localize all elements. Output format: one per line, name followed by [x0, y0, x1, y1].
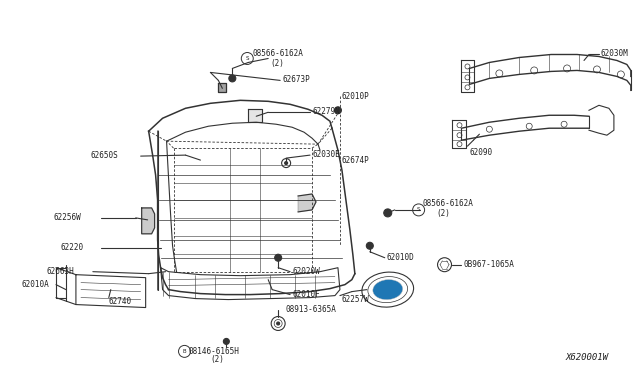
Text: 08566-6162A: 08566-6162A: [422, 199, 474, 208]
Text: 62020W: 62020W: [292, 267, 320, 276]
Polygon shape: [141, 208, 155, 234]
Text: 62010F: 62010F: [292, 290, 320, 299]
Text: 62257W: 62257W: [342, 295, 370, 304]
Text: (2): (2): [270, 59, 284, 68]
Text: (2): (2): [436, 209, 451, 218]
Circle shape: [285, 161, 287, 164]
Text: 0B967-1065A: 0B967-1065A: [463, 260, 515, 269]
Text: 62650S: 62650S: [91, 151, 118, 160]
Text: 08566-6162A: 08566-6162A: [252, 49, 303, 58]
Text: 08146-6165H: 08146-6165H: [189, 347, 239, 356]
Text: 62010D: 62010D: [387, 253, 415, 262]
Polygon shape: [298, 194, 316, 212]
Circle shape: [229, 75, 236, 82]
Polygon shape: [218, 83, 227, 92]
Text: 62674P: 62674P: [342, 155, 370, 164]
Text: X620001W: X620001W: [566, 353, 609, 362]
Circle shape: [223, 339, 229, 344]
Circle shape: [335, 107, 341, 114]
Text: 62090: 62090: [469, 148, 493, 157]
Text: 62030M: 62030M: [601, 49, 628, 58]
Text: 62673P: 62673P: [282, 75, 310, 84]
Text: S: S: [417, 208, 420, 212]
Circle shape: [275, 254, 282, 261]
Circle shape: [366, 242, 373, 249]
Ellipse shape: [373, 280, 403, 299]
Text: 62010P: 62010P: [342, 92, 370, 101]
Text: B: B: [182, 349, 186, 354]
Polygon shape: [248, 109, 262, 122]
Text: 62740: 62740: [109, 297, 132, 306]
Circle shape: [276, 322, 280, 325]
Text: (2): (2): [211, 355, 224, 364]
Text: 62030E: 62030E: [312, 150, 340, 158]
Text: 62220: 62220: [61, 243, 84, 252]
Text: 62256W: 62256W: [53, 214, 81, 222]
Text: S: S: [246, 56, 249, 61]
Text: 62010A: 62010A: [21, 280, 49, 289]
Text: 62279N: 62279N: [312, 107, 340, 116]
Text: 08913-6365A: 08913-6365A: [285, 305, 336, 314]
Circle shape: [384, 209, 392, 217]
Text: 62663H: 62663H: [46, 267, 74, 276]
